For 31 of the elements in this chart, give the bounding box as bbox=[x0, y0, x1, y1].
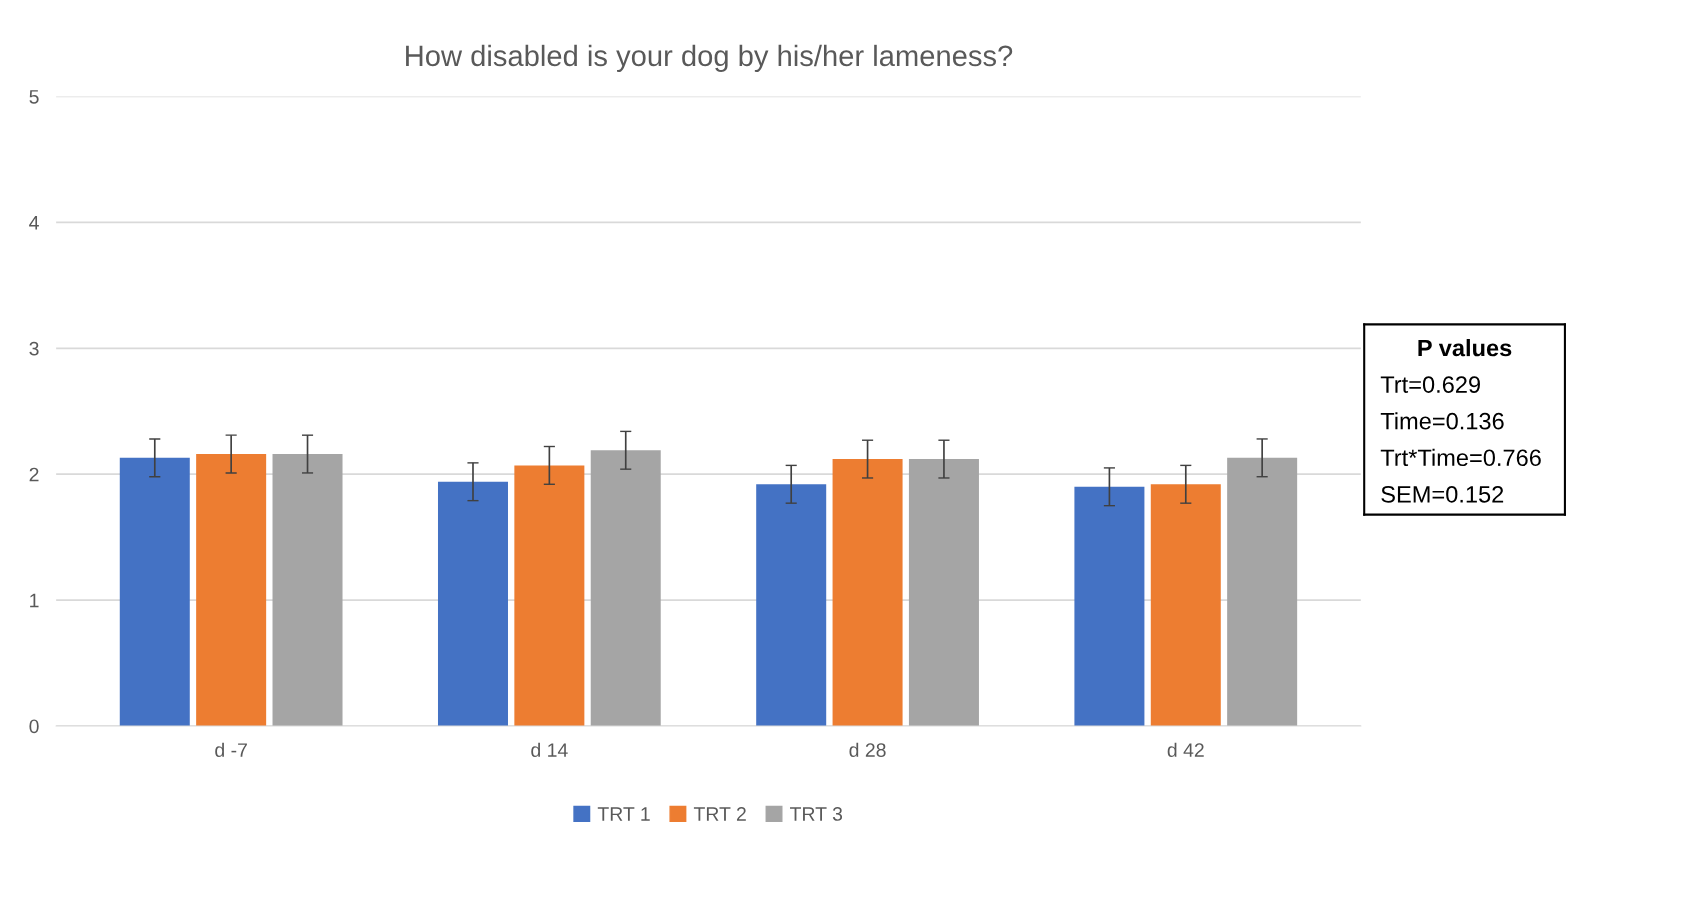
bar bbox=[437, 481, 508, 727]
bar bbox=[514, 465, 585, 727]
bar bbox=[832, 459, 903, 727]
bar bbox=[756, 484, 827, 727]
text: Trt*Time=0.766 bbox=[1380, 448, 1541, 467]
bar bbox=[1227, 457, 1298, 727]
y-tick-label: 1 bbox=[30, 593, 39, 608]
y-tick-label: 2 bbox=[29, 467, 39, 482]
y-tick-label: 0 bbox=[29, 719, 39, 734]
y-tick-label: 5 bbox=[29, 90, 39, 104]
x-tick-label: d 42 bbox=[1167, 742, 1204, 757]
text: Trt=0.629 bbox=[1380, 376, 1480, 393]
x-tick-label: d -7 bbox=[215, 742, 247, 757]
bar bbox=[272, 454, 343, 727]
bar bbox=[1074, 486, 1145, 727]
legend-label: TRT 2 bbox=[693, 807, 746, 821]
bar bbox=[119, 457, 190, 727]
bar bbox=[590, 450, 661, 727]
y-tick-label: 3 bbox=[29, 341, 39, 356]
x-tick-label: d 14 bbox=[531, 742, 568, 757]
text: Time=0.136 bbox=[1380, 412, 1504, 430]
chart-title: How disabled is your dog by his/her lameness? bbox=[406, 44, 1013, 72]
bar bbox=[1150, 484, 1221, 727]
text: SEM=0.152 bbox=[1381, 485, 1504, 503]
legend-label: TRT 1 bbox=[597, 807, 650, 821]
text: P values bbox=[1418, 339, 1512, 357]
x-tick-label: d 28 bbox=[849, 742, 886, 757]
bar bbox=[196, 454, 267, 727]
legend-label: TRT 3 bbox=[790, 807, 843, 821]
bar bbox=[908, 459, 979, 727]
y-tick-label: 4 bbox=[29, 216, 39, 230]
